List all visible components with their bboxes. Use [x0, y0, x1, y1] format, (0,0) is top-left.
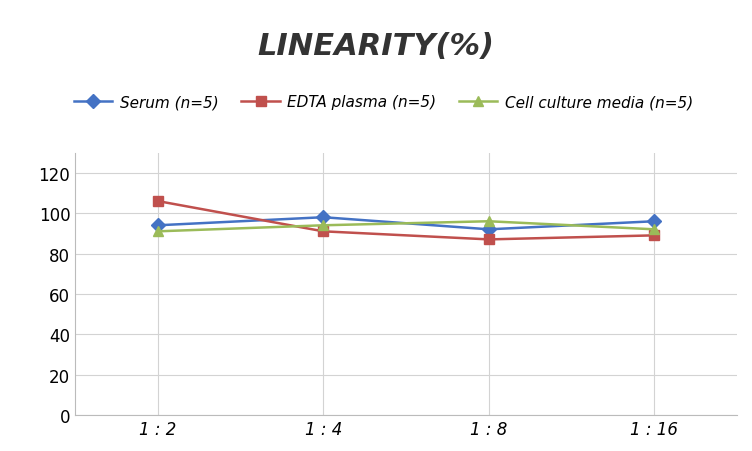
Cell culture media (n=5)	[650, 227, 659, 233]
Serum (n=5)	[153, 223, 162, 229]
Line: Cell culture media (n=5): Cell culture media (n=5)	[153, 217, 659, 237]
EDTA plasma (n=5)	[153, 199, 162, 204]
Serum (n=5)	[650, 219, 659, 225]
Text: LINEARITY(%): LINEARITY(%)	[257, 32, 495, 60]
Cell culture media (n=5)	[484, 219, 493, 225]
EDTA plasma (n=5)	[650, 233, 659, 239]
Serum (n=5)	[319, 215, 328, 221]
Line: EDTA plasma (n=5): EDTA plasma (n=5)	[153, 197, 659, 245]
EDTA plasma (n=5)	[319, 229, 328, 235]
Line: Serum (n=5): Serum (n=5)	[153, 213, 659, 235]
Serum (n=5)	[484, 227, 493, 233]
Legend: Serum (n=5), EDTA plasma (n=5), Cell culture media (n=5): Serum (n=5), EDTA plasma (n=5), Cell cul…	[68, 89, 699, 116]
Cell culture media (n=5)	[319, 223, 328, 229]
EDTA plasma (n=5)	[484, 237, 493, 243]
Cell culture media (n=5)	[153, 229, 162, 235]
